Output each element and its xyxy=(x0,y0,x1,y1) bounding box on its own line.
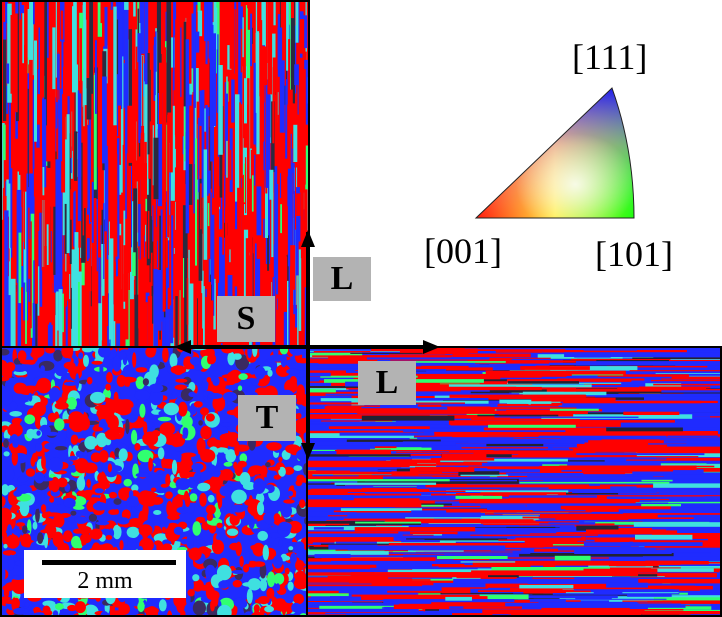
axis-label-l-top: L xyxy=(313,257,371,301)
scale-bar: 2 mm xyxy=(24,550,186,598)
scale-bar-line xyxy=(42,560,176,565)
axis-label-s: S xyxy=(217,296,275,342)
ipf-label-001: [001] xyxy=(424,231,502,271)
axis-label-t: T xyxy=(238,395,296,441)
ebsd-map-ls-plane xyxy=(0,0,310,348)
ipf-color-key: [111] [001] [101] xyxy=(420,30,700,280)
axis-label-l-right: L xyxy=(358,361,416,405)
ipf-label-101: [101] xyxy=(595,234,673,274)
scale-bar-label: 2 mm xyxy=(77,568,133,594)
ipf-label-111: [111] xyxy=(572,37,648,77)
ipf-triangle xyxy=(474,87,635,219)
ebsd-map-ls-image xyxy=(2,2,308,346)
